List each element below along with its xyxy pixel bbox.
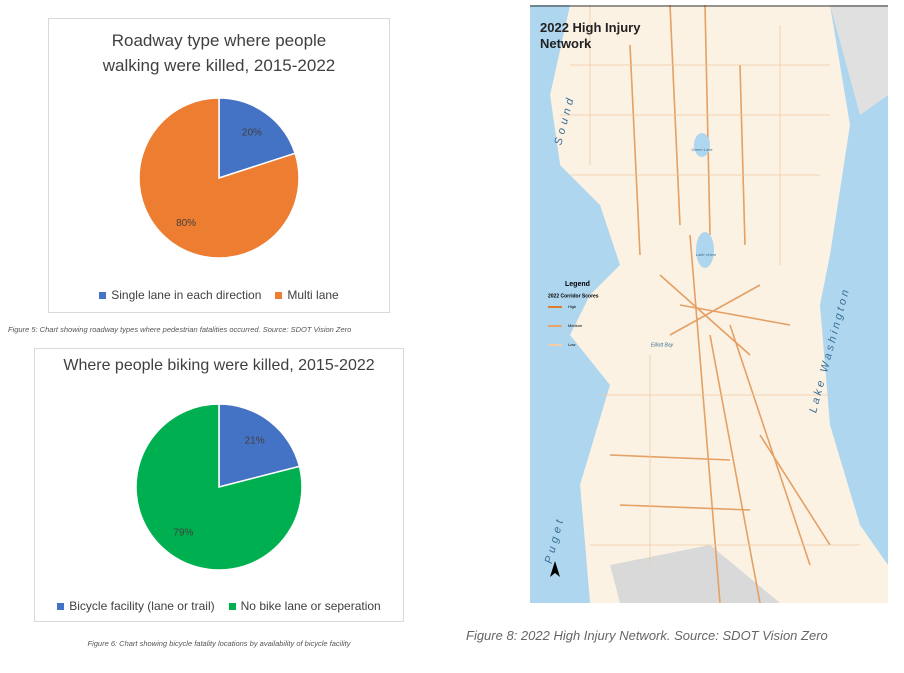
legend-item: Medium: [568, 323, 583, 328]
data-label: 79%: [173, 528, 193, 539]
legend-label: Bicycle facility (lane or trail): [69, 599, 215, 613]
pie-slice: [138, 97, 300, 259]
legend: Single lane in each direction Multi lane: [34, 288, 404, 302]
pie-slice: [135, 403, 303, 571]
north-arrow: [550, 561, 560, 577]
lake: [696, 232, 714, 268]
caption: Figure 8: 2022 High Injury Network. Sour…: [466, 628, 828, 643]
map-label: Green Lake: [692, 147, 714, 152]
legend-item: Low: [568, 342, 575, 347]
land-gray: [610, 545, 780, 603]
land-gray: [830, 5, 888, 115]
data-label: 80%: [176, 218, 196, 229]
caption: Figure 5: Chart showing roadway types wh…: [8, 325, 352, 334]
map-label: Lake Union: [696, 252, 717, 257]
pie-slice: [218, 97, 297, 180]
legend-swatch: [275, 292, 283, 299]
legend-label: Single lane in each direction: [111, 288, 262, 302]
legend-item: Single lane in each direction: [99, 288, 261, 302]
lake: [694, 133, 710, 157]
legend-title: Legend: [565, 281, 590, 288]
legend-item: High: [568, 304, 576, 309]
minor-roads: [560, 5, 860, 565]
legend-label: Multi lane: [287, 288, 339, 302]
water: [530, 5, 570, 195]
legend: Bicycle facility (lane or trail) No bike …: [34, 599, 404, 613]
caption: Figure 6: Chart showing bicycle fatality…: [87, 639, 351, 648]
map-label: Elliott Bay: [651, 342, 674, 348]
chart-title: Roadway type where people walking were k…: [102, 31, 336, 75]
data-label: 21%: [245, 436, 265, 447]
legend-swatch: [228, 603, 236, 610]
legend-item: No bike lane or seperation: [228, 599, 381, 613]
data-label: 20%: [242, 127, 262, 138]
pie-slice: [218, 403, 301, 488]
legend-item: Bicycle facility (lane or trail): [57, 599, 215, 613]
water: [530, 385, 590, 603]
chart-frame: [48, 18, 390, 313]
chart-frame: [34, 348, 404, 622]
legend-swatch: [57, 603, 65, 610]
legend-swatch: [99, 292, 107, 299]
legend-subtitle: 2022 Corridor Scores: [548, 293, 599, 299]
map-title: 2022 High Injury Network: [540, 20, 641, 51]
chart-title: Where people biking were killed, 2015-20…: [63, 357, 375, 374]
legend-item: Multi lane: [275, 288, 339, 302]
legend-label: No bike lane or seperation: [240, 599, 381, 613]
